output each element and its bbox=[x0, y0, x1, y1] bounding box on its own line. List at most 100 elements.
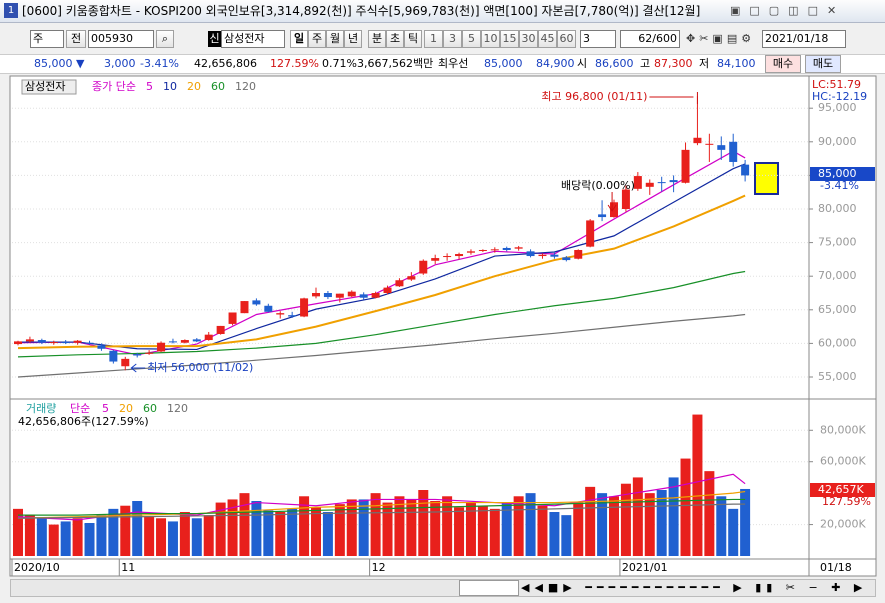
legend-period: 60 bbox=[143, 402, 157, 415]
scroll-thumb[interactable] bbox=[459, 580, 519, 596]
candle-body bbox=[693, 137, 702, 144]
name-badge: 신 bbox=[208, 31, 221, 47]
period-select[interactable]: 주 bbox=[30, 30, 64, 48]
period-button[interactable]: 월 bbox=[326, 30, 344, 48]
volume-bar bbox=[597, 493, 608, 556]
period-button[interactable]: 초 bbox=[386, 30, 404, 48]
scroll-bar[interactable]: ◀◀■▶ ━━━━━━━━━━━━ ▶ ▮▮ ✂ − ✚ ▶ bbox=[10, 579, 876, 597]
volume-bar bbox=[644, 493, 655, 556]
candle-body bbox=[633, 176, 642, 189]
volume-average bbox=[17, 503, 746, 519]
period-button[interactable]: 분 bbox=[368, 30, 386, 48]
candle-body bbox=[73, 340, 82, 343]
volume-bar bbox=[156, 518, 167, 556]
quote-item: 87,300 bbox=[654, 57, 693, 70]
candle-body bbox=[550, 254, 559, 257]
window-buttons[interactable]: ▣□▢◫□✕ bbox=[730, 4, 846, 17]
quote-item: 저 bbox=[699, 57, 710, 70]
y-tick-label: 80,000 bbox=[818, 202, 857, 215]
candle-body bbox=[526, 251, 535, 257]
candle-body bbox=[669, 180, 678, 183]
legend-period: 20 bbox=[187, 80, 201, 93]
quote-item: 3,000 bbox=[104, 57, 136, 70]
candle-body bbox=[85, 342, 94, 344]
volume-bar bbox=[728, 508, 739, 556]
search-button[interactable]: ⌕ bbox=[156, 30, 174, 48]
volume-bar bbox=[72, 518, 83, 556]
low-arrow bbox=[130, 363, 146, 373]
volume-bar bbox=[632, 477, 643, 556]
minute-button[interactable]: 3 bbox=[443, 30, 462, 48]
candle-body bbox=[574, 249, 583, 259]
trade-button[interactable]: 매수 bbox=[765, 55, 801, 73]
candle-body bbox=[657, 182, 666, 184]
minute-button[interactable]: 15 bbox=[500, 30, 519, 48]
moving-average bbox=[17, 194, 746, 350]
candle-body bbox=[490, 249, 499, 251]
candle-body bbox=[157, 342, 166, 352]
legend-period: 60 bbox=[211, 80, 225, 93]
mode-button[interactable]: 전 bbox=[66, 30, 86, 48]
volume-bar bbox=[346, 499, 357, 556]
quote-item: 127.59% bbox=[270, 57, 319, 70]
volume-bar bbox=[394, 496, 405, 556]
volume-bar bbox=[740, 488, 751, 556]
legend-name: 삼성전자 bbox=[25, 80, 65, 93]
window-icon: 1 bbox=[4, 3, 18, 18]
volume-bar bbox=[84, 523, 95, 556]
minute-button[interactable]: 5 bbox=[462, 30, 481, 48]
quote-item: 86,600 bbox=[595, 57, 634, 70]
candle-body bbox=[288, 315, 297, 317]
date-field[interactable]: 2021/01/18 bbox=[762, 30, 846, 48]
period-button[interactable]: 틱 bbox=[404, 30, 422, 48]
y-tick-label: 60,000 bbox=[818, 336, 857, 349]
candle-body bbox=[49, 342, 58, 344]
candle-body bbox=[121, 358, 130, 367]
minute-button[interactable]: 60 bbox=[557, 30, 576, 48]
y-tick-label: 60,000K bbox=[820, 455, 866, 468]
code-input[interactable]: 005930 bbox=[88, 30, 154, 48]
candle-body bbox=[192, 339, 201, 342]
minute-button[interactable]: 45 bbox=[538, 30, 557, 48]
candle-body bbox=[180, 340, 189, 343]
volume-bar bbox=[656, 490, 667, 556]
candle-body bbox=[514, 247, 523, 249]
dividend-arrow bbox=[607, 192, 617, 212]
period-button[interactable]: 주 bbox=[308, 30, 326, 48]
period-button[interactable]: 일 bbox=[290, 30, 308, 48]
name-field[interactable]: 삼성전자 bbox=[221, 30, 285, 48]
quote-item: 3,667,562백만 bbox=[357, 57, 434, 70]
volume-bar bbox=[513, 496, 524, 556]
quote-row: 85,000 ▼ 3,000 -3.41% 42,656,806 127.59% 0.71… bbox=[0, 54, 885, 74]
candle-body bbox=[264, 305, 273, 312]
volume-bar bbox=[275, 512, 286, 556]
range-field: 62/600 bbox=[620, 30, 680, 48]
volume-average bbox=[18, 498, 746, 516]
volume-bar bbox=[299, 496, 310, 556]
period-button[interactable]: 년 bbox=[344, 30, 362, 48]
minute-button[interactable]: 1 bbox=[424, 30, 443, 48]
volume-bar bbox=[48, 524, 59, 556]
candle-body bbox=[431, 258, 440, 261]
candle-body bbox=[598, 214, 607, 218]
y-tick-label: 90,000 bbox=[818, 135, 857, 148]
trade-button[interactable]: 매도 bbox=[805, 55, 841, 73]
volume-bar bbox=[489, 508, 500, 556]
volume-bar bbox=[525, 493, 536, 556]
quote-item: 85,000 ▼ bbox=[34, 57, 85, 70]
volume-bar bbox=[561, 515, 572, 556]
last-price: 85,000 bbox=[818, 167, 857, 180]
candle-body bbox=[705, 143, 714, 145]
legend-label: 단순 bbox=[70, 402, 90, 415]
minute-button[interactable]: 10 bbox=[481, 30, 500, 48]
tool-icons[interactable]: ✥✂▣▤⚙ bbox=[686, 32, 756, 45]
quote-item: -3.41% bbox=[140, 57, 179, 70]
count-select[interactable]: 3 bbox=[580, 30, 616, 48]
volume-bar bbox=[215, 502, 226, 556]
minute-button[interactable]: 30 bbox=[519, 30, 538, 48]
volume-bar bbox=[537, 505, 548, 556]
y-tick-label: 95,000 bbox=[818, 101, 857, 114]
scroll-controls[interactable]: ◀◀■▶ ━━━━━━━━━━━━ ▶ ▮▮ ✂ − ✚ ▶ bbox=[521, 581, 868, 594]
y-tick-label: 20,000K bbox=[820, 518, 866, 531]
candle-body bbox=[502, 247, 511, 250]
